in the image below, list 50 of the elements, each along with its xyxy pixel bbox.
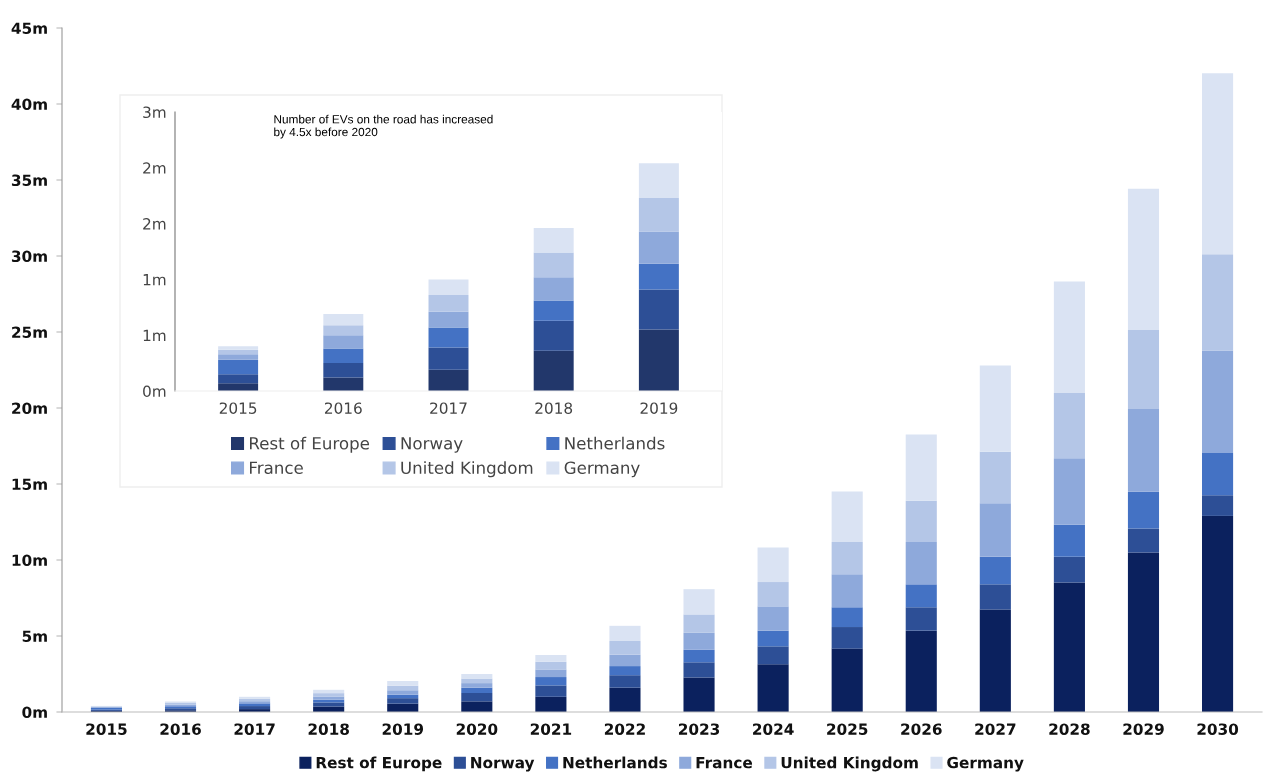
x-tick-label: 2026 bbox=[901, 723, 942, 735]
y-tick-label: 0m bbox=[143, 385, 166, 398]
x-tick-label: 2029 bbox=[1123, 723, 1164, 735]
x-tick-label: 2015 bbox=[86, 723, 127, 735]
x-tick-label: 2021 bbox=[530, 723, 572, 735]
x-tick-label: 2024 bbox=[753, 723, 794, 735]
legend-label: Rest of Europe bbox=[316, 756, 442, 772]
x-tick-label: 2027 bbox=[975, 723, 1016, 735]
legend-label: Germany bbox=[564, 461, 640, 478]
y-tick-label: 3m bbox=[143, 106, 166, 119]
y-tick-label: 10m bbox=[12, 554, 47, 567]
legend-label: Netherlands bbox=[565, 436, 665, 450]
legend-label: Germany bbox=[947, 756, 1024, 772]
x-tick-label: 2016 bbox=[160, 723, 201, 735]
y-tick-label: 5m bbox=[22, 630, 47, 643]
y-tick-label: 20m bbox=[12, 402, 47, 415]
x-tick-label: 2019 bbox=[640, 402, 678, 414]
y-tick-label: 1m bbox=[143, 274, 166, 286]
x-tick-label: 2030 bbox=[1197, 723, 1239, 735]
y-tick-label: 2m bbox=[143, 162, 166, 174]
annotation: Number of EVs on the road has increased by 4.5x before 2020 bbox=[274, 114, 493, 139]
y-tick-label: 25m bbox=[12, 326, 47, 339]
legend-label: Norway bbox=[471, 757, 535, 772]
x-tick-label: 2016 bbox=[324, 402, 362, 414]
legend-label: Netherlands bbox=[563, 756, 667, 769]
legend-label: Rest of Europe bbox=[250, 436, 370, 453]
legend-label: France bbox=[250, 461, 303, 475]
legend-label: France bbox=[696, 757, 753, 769]
y-tick-label: 2m bbox=[143, 218, 166, 230]
legend-label: United Kingdom bbox=[401, 461, 533, 478]
y-tick-label: 40m bbox=[11, 98, 47, 111]
x-tick-label: 2018 bbox=[535, 402, 573, 414]
x-tick-label: 2018 bbox=[308, 723, 349, 735]
legend-label: United Kingdom bbox=[781, 756, 918, 772]
x-tick-label: 2015 bbox=[219, 402, 257, 414]
y-tick-label: 1m bbox=[143, 329, 166, 341]
y-tick-label: 35m bbox=[11, 174, 47, 187]
y-tick-label: 15m bbox=[12, 478, 47, 491]
x-tick-label: 2028 bbox=[1049, 723, 1090, 735]
legend-label: Norway bbox=[401, 437, 463, 453]
x-tick-label: 2022 bbox=[604, 723, 645, 735]
y-tick-label: 0m bbox=[22, 706, 47, 719]
x-tick-label: 2019 bbox=[382, 723, 424, 735]
x-tick-label: 2017 bbox=[430, 402, 467, 414]
x-tick-label: 2025 bbox=[827, 723, 868, 735]
x-tick-label: 2023 bbox=[678, 723, 720, 735]
x-tick-label: 2017 bbox=[234, 723, 275, 735]
y-tick-label: 30m bbox=[11, 250, 47, 263]
x-tick-label: 2020 bbox=[456, 723, 498, 735]
y-tick-label: 45m bbox=[11, 22, 47, 35]
